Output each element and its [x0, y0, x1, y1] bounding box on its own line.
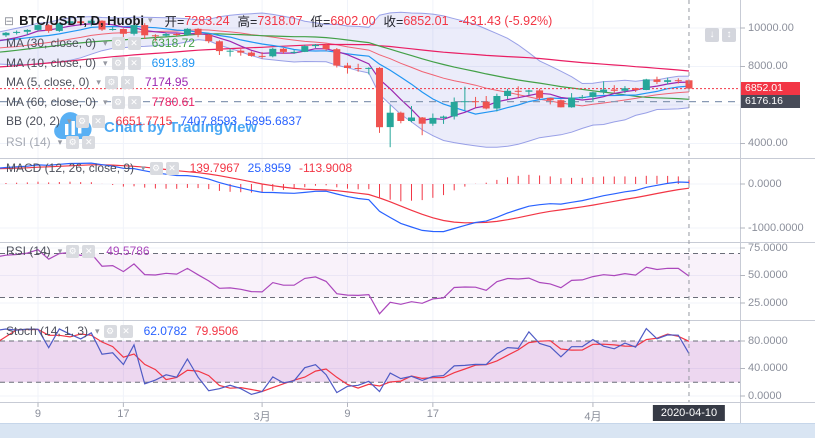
tradingview-logo-icon	[54, 112, 92, 139]
settings-icon[interactable]: ⚙	[111, 36, 125, 50]
close-icon[interactable]: ✕	[165, 161, 179, 175]
last-price-badge: 6852.01	[741, 82, 800, 96]
indicator-label[interactable]: MA (60, close, 0)	[6, 95, 97, 109]
level-price-badge: 6176.16	[741, 95, 800, 109]
close-icon[interactable]: ✕	[127, 95, 141, 109]
close-value: 6852.01	[403, 13, 449, 28]
auto-scale-button[interactable]: ↕	[722, 28, 736, 42]
chevron-down-icon[interactable]: ▾	[141, 162, 146, 173]
collapse-legend-icon[interactable]: ⊟	[4, 13, 15, 28]
legend-row-rsi: RSI (14) ▾ ⚙ ✕ 49.5786	[6, 243, 150, 259]
stoch-axis-label: 80.0000	[748, 334, 788, 347]
symbol-title[interactable]: BTC/USDT, D, Huobi	[19, 13, 144, 28]
close-icon[interactable]: ✕	[91, 114, 105, 128]
macd-hist-value: -113.9008	[299, 161, 353, 175]
settings-icon[interactable]: ⚙	[66, 135, 80, 149]
settings-icon[interactable]: ⚙	[111, 56, 125, 70]
settings-icon[interactable]: ⚙	[104, 75, 118, 89]
chevron-down-icon[interactable]: ▾	[103, 57, 108, 68]
indicator-label[interactable]: MA (10, close, 0)	[6, 56, 97, 70]
legend-row-ma10: MA (10, close, 0) ▾ ⚙ ✕ 6913.89	[6, 55, 195, 71]
legend-row-stoch: Stoch (14, 1, 3) ▾ ⚙ ✕ 62.0782 79.9506	[6, 323, 238, 339]
indicator-value: 6318.72	[151, 36, 195, 50]
indicator-label[interactable]: RSI (14)	[6, 244, 51, 258]
chevron-down-icon[interactable]: ▾	[67, 115, 72, 126]
legend-row-macd: MACD (12, 26, close, 9) ▾ ⚙ ✕ 139.7967 2…	[6, 160, 352, 176]
change-value: -431.43 (-5.92%)	[458, 13, 553, 28]
legend-row-ma60: MA (60, close, 0) ▾ ⚙ ✕ 7780.61	[6, 94, 195, 110]
chevron-down-icon[interactable]: ▾	[57, 245, 63, 256]
rsi-axis-label: 50.0000	[748, 269, 788, 281]
open-label: 开=	[164, 15, 185, 29]
chevron-down-icon[interactable]: ▾	[57, 136, 63, 147]
bb-basis-value: 6651.7715	[115, 114, 173, 128]
rsi-axis-label: 25.0000	[748, 296, 788, 309]
settings-icon[interactable]: ⚙	[103, 324, 117, 338]
macd-signal-value: 139.7967	[189, 161, 240, 175]
indicator-label[interactable]: MACD (12, 26, close, 9)	[6, 161, 135, 175]
indicator-label[interactable]: MA (5, close, 0)	[6, 75, 90, 89]
macd-axis-label: 0.0000	[748, 177, 782, 190]
rsi-value: 49.5786	[106, 244, 150, 258]
watermark-text: Chart by TradingView	[104, 119, 258, 136]
legend-row-ma30: MA (30, close, 0) ▾ ⚙ ✕ 6318.72	[6, 35, 195, 51]
bb-upper-value: 7407.8593	[180, 114, 238, 128]
indicator-label[interactable]: RSI (14)	[6, 135, 51, 149]
low-label: 低=	[310, 15, 331, 29]
chevron-down-icon[interactable]: ▾	[103, 37, 108, 48]
close-icon[interactable]: ✕	[119, 324, 133, 338]
low-value: 6802.00	[330, 13, 376, 28]
scroll-down-button[interactable]: ↓	[705, 28, 719, 42]
macd-line-value: 25.8959	[247, 161, 292, 175]
stoch-d-value: 79.9506	[194, 324, 239, 338]
stoch-k-value: 62.0782	[143, 324, 187, 338]
high-value: 7318.07	[257, 13, 303, 28]
high-label: 高=	[237, 15, 258, 29]
time-axis-label: 4月	[584, 411, 602, 423]
macd-axis-label: -1000.0000	[748, 221, 804, 234]
legend-row-rsi-overlay: RSI (14) ▾ ⚙ ✕	[6, 134, 98, 150]
time-axis-label: 9	[34, 408, 42, 420]
chart-header: ⊟ BTC/USDT, D, Huobi ▾ 开= 7283.24 高= 731…	[4, 12, 552, 29]
settings-icon[interactable]: ⚙	[149, 161, 163, 175]
close-icon[interactable]: ✕	[120, 75, 134, 89]
close-icon[interactable]: ✕	[82, 244, 96, 258]
close-label: 收=	[383, 15, 404, 29]
price-axis-label: 10000.00	[748, 21, 794, 34]
price-axis-label: 4000.00	[748, 137, 788, 150]
chevron-down-icon[interactable]: ▾	[96, 76, 101, 87]
time-axis-label: 17	[117, 408, 130, 420]
indicator-label[interactable]: MA (30, close, 0)	[6, 36, 97, 50]
indicator-label[interactable]: BB (20, 2)	[6, 114, 61, 128]
legend-row-ma5: MA (5, close, 0) ▾ ⚙ ✕ 7174.95	[6, 74, 188, 90]
close-icon[interactable]: ✕	[82, 135, 96, 149]
chevron-down-icon[interactable]: ▾	[148, 15, 153, 25]
close-icon[interactable]: ✕	[127, 56, 141, 70]
close-icon[interactable]: ✕	[127, 36, 141, 50]
stoch-axis-label: 40.0000	[748, 362, 788, 374]
chevron-down-icon[interactable]: ▾	[103, 96, 108, 107]
time-axis-label: 17	[426, 408, 439, 420]
legend-row-bb: BB (20, 2) ▾ ⚙ ✕ 6651.7715 7407.8593 589…	[6, 113, 302, 129]
indicator-value: 6913.89	[151, 56, 195, 70]
crosshair-date-badge: 2020-04-10	[652, 405, 726, 421]
open-value: 7283.24	[184, 13, 230, 28]
price-axis-label: 8000.00	[748, 60, 788, 72]
chevron-down-icon[interactable]: ▾	[95, 325, 100, 336]
tradingview-attribution[interactable]: Chart by TradingView	[50, 110, 257, 140]
rsi-axis-label: 75.0000	[748, 241, 788, 254]
settings-icon[interactable]: ⚙	[111, 95, 125, 109]
indicator-label[interactable]: Stoch (14, 1, 3)	[6, 324, 89, 338]
indicator-value: 7780.61	[151, 95, 195, 109]
indicator-value: 7174.95	[144, 75, 189, 89]
time-axis-label: 3月	[253, 411, 271, 423]
time-axis-label: 9	[344, 408, 351, 420]
bb-lower-value: 5895.6837	[245, 114, 302, 128]
settings-icon[interactable]: ⚙	[66, 244, 80, 258]
settings-icon[interactable]: ⚙	[75, 114, 89, 128]
bottom-scroll-strip[interactable]	[0, 423, 815, 438]
stoch-axis-label: 0.0000	[748, 389, 782, 402]
